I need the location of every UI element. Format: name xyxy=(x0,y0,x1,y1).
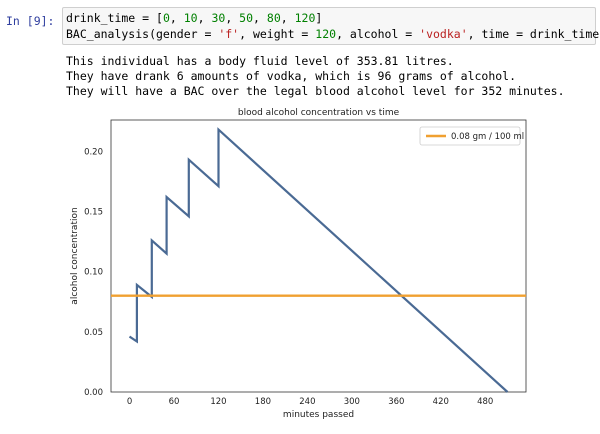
y-tick-label: 0.15 xyxy=(84,207,103,217)
x-tick-label: 180 xyxy=(255,397,271,407)
x-axis-label: minutes passed xyxy=(283,410,354,420)
y-tick-label: 0.20 xyxy=(84,147,103,157)
code-line-1: drink_time = [0, 10, 30, 50, 80, 120] xyxy=(66,11,323,25)
output-line: They will have a BAC over the legal bloo… xyxy=(66,84,565,98)
code-line-2: BAC_analysis(gender = 'f', weight = 120,… xyxy=(66,27,600,41)
chart-title: blood alcohol concentration vs time xyxy=(238,108,400,118)
code-editor[interactable]: drink_time = [0, 10, 30, 50, 80, 120] BA… xyxy=(66,10,600,42)
output-line: This individual has a body fluid level o… xyxy=(66,54,454,68)
y-tick-label: 0.10 xyxy=(84,268,103,278)
x-tick-label: 120 xyxy=(210,397,226,407)
x-tick-label: 420 xyxy=(433,397,449,407)
cell-output: This individual has a body fluid level o… xyxy=(66,54,565,99)
code-input-area[interactable] xyxy=(62,7,596,45)
x-tick-label: 300 xyxy=(344,397,360,407)
bac-line xyxy=(128,127,509,393)
output-line: They have drank 6 amounts of vodka, whic… xyxy=(66,69,517,83)
cell-prompt: In [9]: xyxy=(6,14,55,28)
y-axis-label: alcohol concentration xyxy=(70,207,80,304)
x-tick-label: 360 xyxy=(388,397,404,407)
legend-box xyxy=(419,126,521,146)
y-tick-label: 0.00 xyxy=(84,388,103,398)
y-tick-label: 0.05 xyxy=(84,328,103,338)
x-tick-label: 240 xyxy=(299,397,315,407)
x-tick-label: 480 xyxy=(477,397,493,407)
x-tick-label: 60 xyxy=(169,397,180,407)
legend-label: 0.08 gm / 100 ml xyxy=(451,132,524,142)
x-tick-label: 0 xyxy=(127,397,132,407)
